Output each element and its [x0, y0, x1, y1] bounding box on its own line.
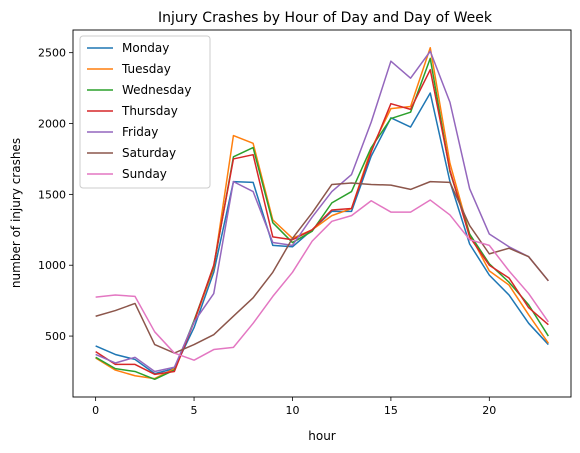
x-tick-label: 10 [285, 404, 299, 417]
x-tick-label: 0 [92, 404, 99, 417]
y-axis-label: number of injury crashes [9, 138, 23, 288]
legend: Monday Tuesday Wednesday Thursday Friday Satu… [79, 35, 211, 189]
y-tick-label: 500 [45, 330, 66, 343]
legend-label-sunday: Sunday [122, 167, 167, 181]
y-axis: 500 1000 1500 2000 2500 [38, 47, 73, 343]
legend-label-monday: Monday [122, 41, 169, 55]
y-tick-label: 1500 [38, 188, 66, 201]
series-line-sunday [95, 199, 549, 361]
x-tick-label: 5 [191, 404, 198, 417]
legend-label-thursday: Thursday [121, 104, 178, 118]
legend-label-saturday: Saturday [122, 146, 176, 160]
legend-label-friday: Friday [122, 125, 158, 139]
x-tick-label: 15 [384, 404, 398, 417]
series-lines [95, 46, 549, 381]
series-line-thursday [95, 68, 549, 376]
series-line-saturday [95, 180, 549, 354]
legend-label-wednesday: Wednesday [122, 83, 191, 97]
chart-title: Injury Crashes by Hour of Day and Day of… [158, 10, 493, 26]
x-tick-label: 20 [482, 404, 496, 417]
y-tick-label: 2000 [38, 118, 66, 131]
legend-box [79, 35, 211, 189]
y-tick-label: 1000 [38, 259, 66, 272]
legend-label-tuesday: Tuesday [121, 62, 171, 76]
series-line-friday [95, 50, 549, 373]
y-tick-label: 2500 [38, 47, 66, 60]
x-axis-label: hour [308, 429, 336, 443]
x-axis: 0 5 10 15 20 [92, 397, 496, 417]
plot-frame [72, 29, 572, 398]
